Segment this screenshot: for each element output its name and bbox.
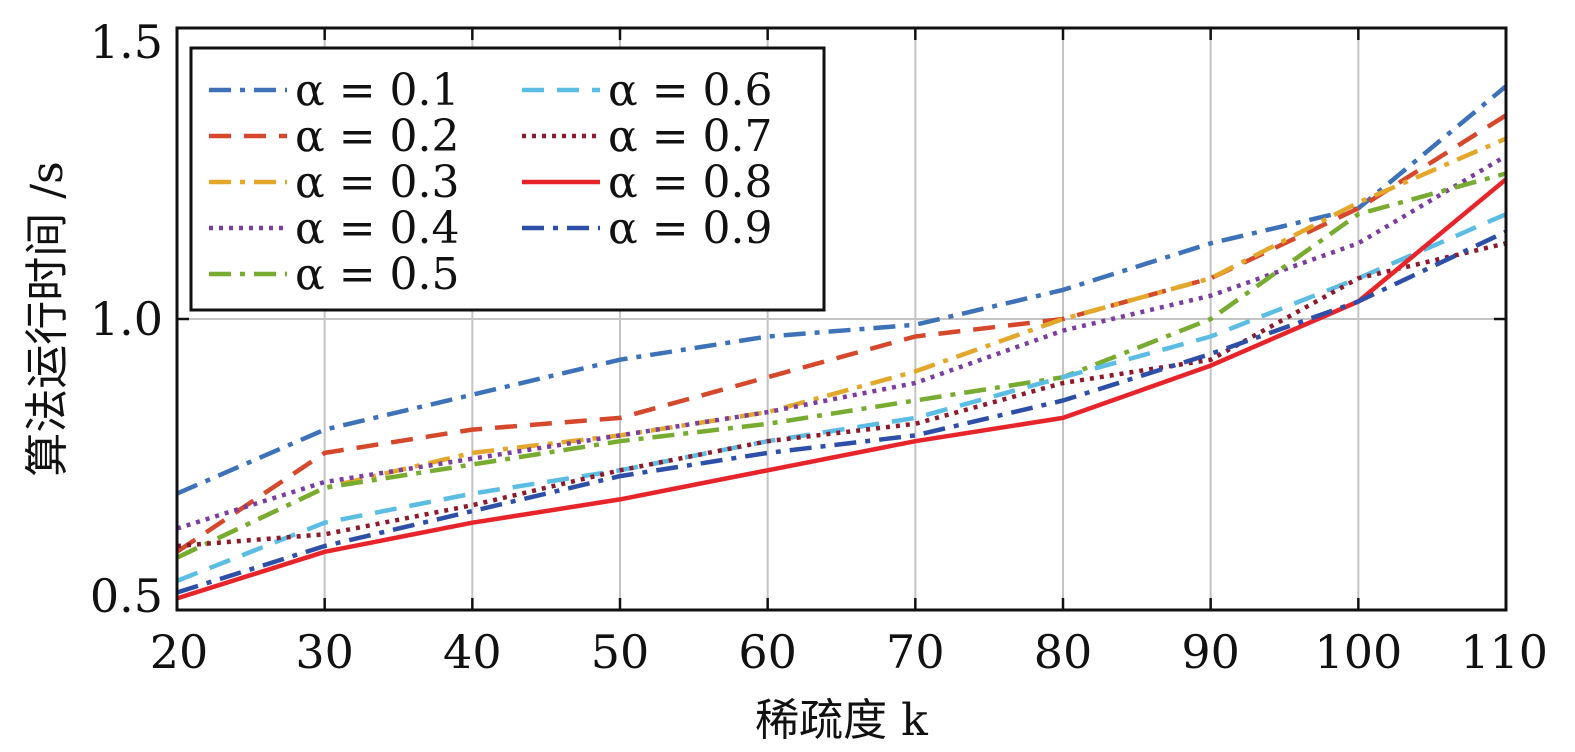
x-tick-label: 40	[443, 625, 502, 679]
x-tick-label: 50	[591, 625, 650, 679]
legend-label: α = 0.9	[608, 203, 773, 254]
series-line-8	[176, 177, 1508, 601]
x-tick-label: 110	[1460, 625, 1548, 679]
legend-label: α = 0.8	[608, 157, 773, 208]
legend-label: α = 0.4	[295, 203, 460, 254]
series-line-9	[176, 229, 1507, 595]
x-axis-label: 稀疏度 k	[755, 695, 928, 746]
series-lines	[175, 84, 1508, 601]
x-tick-label: 60	[738, 625, 797, 679]
y-tick-label: 1.0	[90, 292, 163, 346]
x-tick-label: 30	[295, 625, 354, 679]
series-line-2	[175, 113, 1508, 554]
x-tick-label: 90	[1181, 625, 1240, 679]
axis-ticks: 20 30 40 50 60 70 80 90 100 110 0.5 1.0 1.5	[90, 15, 1548, 679]
legend-label: α = 0.2	[295, 111, 460, 162]
series-line-6	[176, 212, 1507, 583]
legend: α = 0.1α = 0.2α = 0.3α = 0.4α = 0.5 α = 0…	[189, 46, 826, 312]
legend-label: α = 0.3	[295, 157, 460, 208]
x-tick-label: 80	[1034, 625, 1093, 679]
x-tick-label: 70	[886, 625, 945, 679]
y-tick-label: 1.5	[90, 15, 163, 69]
x-tick-label: 20	[150, 625, 209, 679]
x-tick-label: 100	[1314, 625, 1402, 679]
y-tick-label: 0.5	[90, 569, 163, 623]
legend-label: α = 0.1	[295, 65, 460, 116]
legend-label: α = 0.7	[608, 111, 773, 162]
series-line-3	[176, 136, 1507, 560]
series-line-5	[176, 171, 1507, 560]
series-line-7	[176, 241, 1507, 549]
series-line-4	[176, 154, 1508, 531]
y-axis-label: 算法运行时间 /s	[22, 161, 73, 476]
legend-label: α = 0.6	[608, 65, 773, 116]
series-line-1	[176, 84, 1508, 496]
legend-box	[189, 46, 826, 312]
legend-label: α = 0.5	[295, 249, 460, 300]
